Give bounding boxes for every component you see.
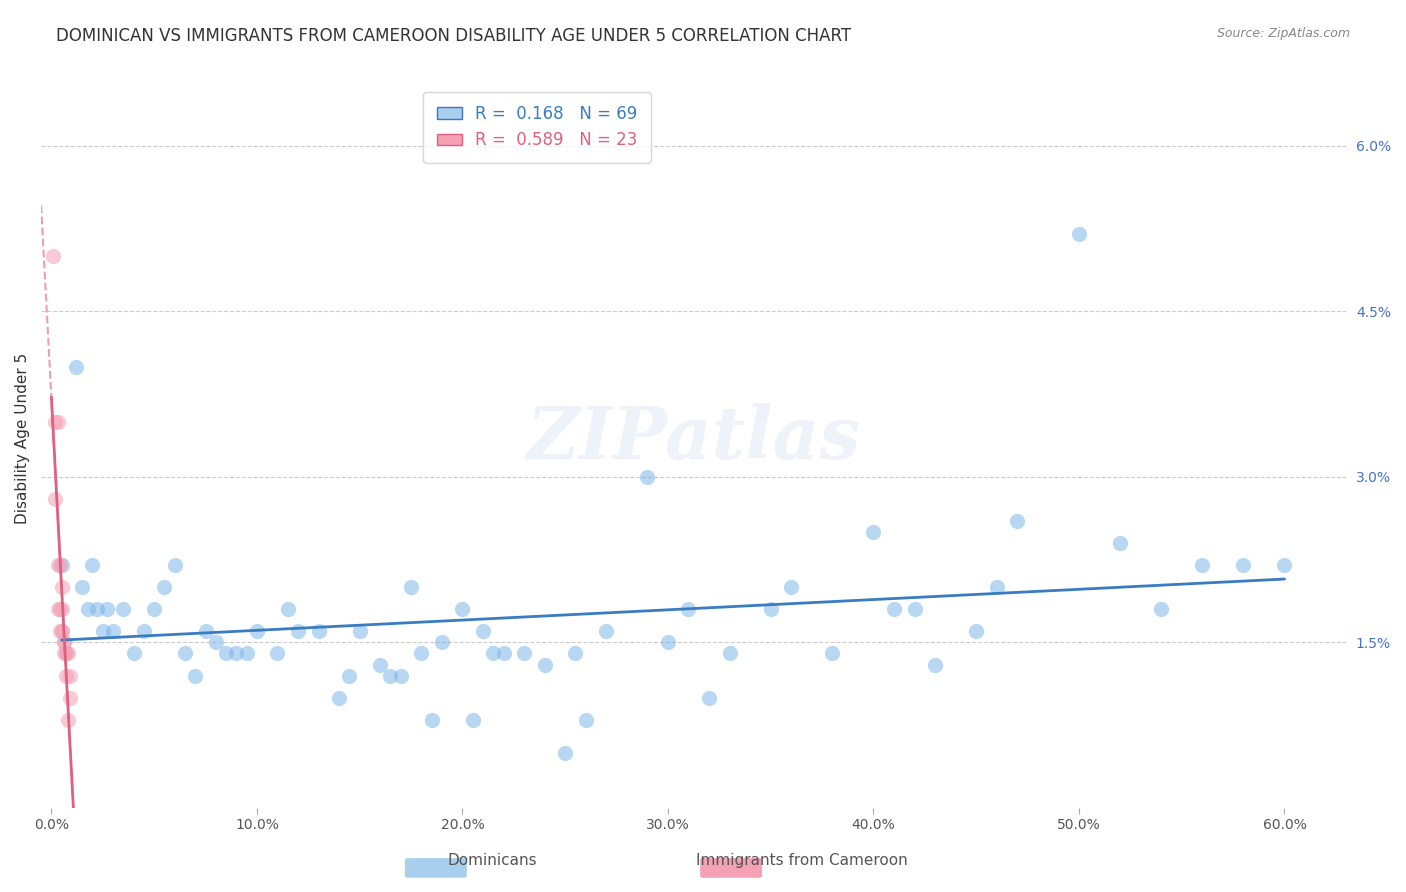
Point [122, 647, 145, 661]
Point [533, 657, 555, 672]
Point [451, 602, 474, 616]
Point [564, 647, 586, 661]
Point [678, 602, 700, 616]
Point [52, 647, 75, 661]
Point [380, 668, 402, 682]
Point [55, 668, 77, 682]
Point [204, 635, 226, 649]
Point [51, 624, 73, 639]
Point [862, 524, 884, 539]
Point [780, 580, 803, 594]
Point [554, 746, 576, 760]
Point [194, 624, 217, 639]
Point [51, 558, 73, 573]
Point [1109, 536, 1132, 550]
Point [821, 647, 844, 661]
Point [48, 558, 70, 573]
Point [235, 647, 257, 661]
Point [277, 602, 299, 616]
Point [368, 657, 391, 672]
Point [246, 624, 269, 639]
Point [903, 602, 925, 616]
Point [287, 624, 309, 639]
Point [56, 713, 79, 727]
Point [718, 647, 741, 661]
Point [389, 668, 412, 682]
Point [174, 647, 197, 661]
Point [51, 624, 73, 639]
Point [461, 713, 484, 727]
Point [1232, 558, 1254, 573]
Point [91, 624, 114, 639]
Point [759, 602, 782, 616]
Point [636, 470, 658, 484]
Point [52, 635, 75, 649]
Point [399, 580, 422, 594]
Point [48, 602, 70, 616]
Point [420, 713, 443, 727]
Point [349, 624, 371, 639]
Point [337, 668, 360, 682]
Text: Dominicans: Dominicans [447, 854, 537, 868]
Point [55, 647, 77, 661]
Point [328, 690, 350, 705]
Text: Source: ZipAtlas.com: Source: ZipAtlas.com [1216, 27, 1350, 40]
Point [308, 624, 330, 639]
Legend: R =  0.168   N = 69, R =  0.589   N = 23: R = 0.168 N = 69, R = 0.589 N = 23 [423, 92, 651, 162]
Point [46, 558, 69, 573]
Point [1191, 558, 1213, 573]
Point [1007, 514, 1029, 528]
Point [56, 647, 79, 661]
Point [225, 647, 247, 661]
Point [184, 668, 207, 682]
Point [132, 624, 155, 639]
Point [77, 602, 100, 616]
Point [44, 491, 66, 506]
Point [965, 624, 987, 639]
Point [883, 602, 905, 616]
Point [42, 249, 65, 263]
Point [70, 580, 93, 594]
Point [96, 602, 118, 616]
Point [163, 558, 186, 573]
Point [472, 624, 495, 639]
Point [595, 624, 617, 639]
Point [112, 602, 135, 616]
Point [59, 668, 82, 682]
Point [51, 602, 73, 616]
Point [986, 580, 1008, 594]
Point [48, 624, 70, 639]
Y-axis label: Disability Age Under 5: Disability Age Under 5 [15, 352, 30, 524]
Text: DOMINICAN VS IMMIGRANTS FROM CAMEROON DISABILITY AGE UNDER 5 CORRELATION CHART: DOMINICAN VS IMMIGRANTS FROM CAMEROON DI… [56, 27, 852, 45]
Point [215, 647, 238, 661]
Point [430, 635, 453, 649]
Point [65, 359, 87, 374]
Point [1274, 558, 1296, 573]
Point [697, 690, 720, 705]
Point [1150, 602, 1173, 616]
Point [82, 558, 104, 573]
Point [52, 635, 75, 649]
Point [266, 647, 288, 661]
Point [44, 415, 66, 429]
Point [51, 580, 73, 594]
Text: Immigrants from Cameroon: Immigrants from Cameroon [696, 854, 907, 868]
Point [153, 580, 176, 594]
Point [411, 647, 433, 661]
Point [101, 624, 124, 639]
Point [1067, 227, 1090, 241]
Point [86, 602, 108, 616]
Point [657, 635, 679, 649]
Point [46, 415, 69, 429]
Point [575, 713, 598, 727]
Point [46, 602, 69, 616]
Text: ZIPatlas: ZIPatlas [527, 403, 860, 474]
Point [59, 690, 82, 705]
Point [924, 657, 946, 672]
Point [482, 647, 505, 661]
Point [55, 647, 77, 661]
Point [513, 647, 536, 661]
Point [492, 647, 515, 661]
Point [143, 602, 166, 616]
